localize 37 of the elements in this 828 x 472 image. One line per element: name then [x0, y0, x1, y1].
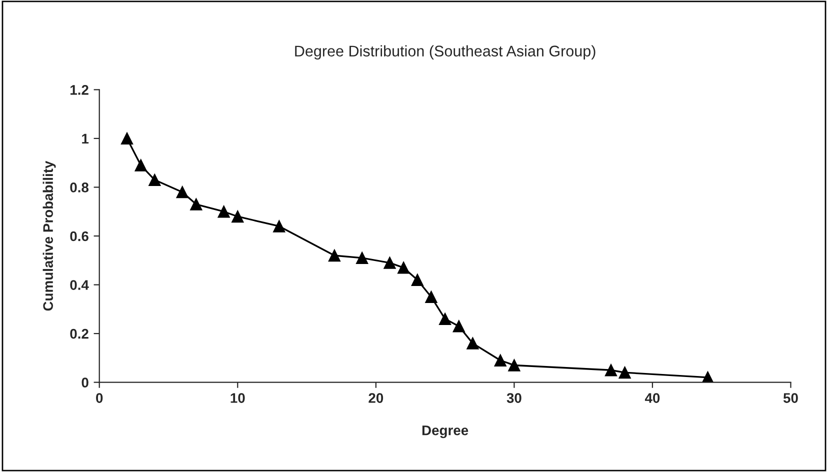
point — [176, 186, 188, 198]
point — [604, 364, 618, 376]
point — [466, 337, 479, 350]
y-tick-label: 0.6 — [70, 231, 88, 242]
point — [508, 359, 520, 372]
point — [148, 174, 161, 186]
point — [190, 198, 202, 210]
y-tick-label: 0 — [82, 378, 88, 388]
x-tick-label: 40 — [644, 393, 660, 403]
point — [134, 159, 147, 172]
x-tick-label: 0 — [96, 393, 103, 403]
x-tick-label: 20 — [368, 393, 384, 403]
y-tick-label: 0.4 — [70, 280, 89, 290]
x-tick-label: 10 — [230, 393, 245, 403]
y-tick-label: 1 — [82, 134, 89, 144]
point — [438, 312, 452, 325]
y-tick-label: 0.8 — [70, 182, 89, 192]
chart-title: Degree Distribution (Southeast Asian Group) — [295, 45, 596, 60]
y-tick-label: 0.2 — [70, 328, 88, 339]
point — [273, 220, 286, 232]
point — [232, 210, 244, 223]
point — [425, 290, 438, 304]
x-tick-label: 50 — [783, 393, 798, 403]
x-axis-title: Degree — [422, 426, 468, 438]
point — [218, 206, 230, 218]
x-tick-label: 30 — [506, 393, 522, 403]
point — [356, 252, 368, 264]
point — [397, 262, 410, 274]
point — [618, 366, 631, 379]
point — [452, 320, 465, 332]
point — [384, 256, 396, 269]
point — [494, 354, 506, 366]
point — [411, 274, 424, 286]
y-axis-title: Cumulative Probability — [42, 160, 56, 311]
point — [120, 132, 134, 145]
y-tick-label: 1.2 — [70, 85, 88, 95]
point — [328, 249, 341, 262]
